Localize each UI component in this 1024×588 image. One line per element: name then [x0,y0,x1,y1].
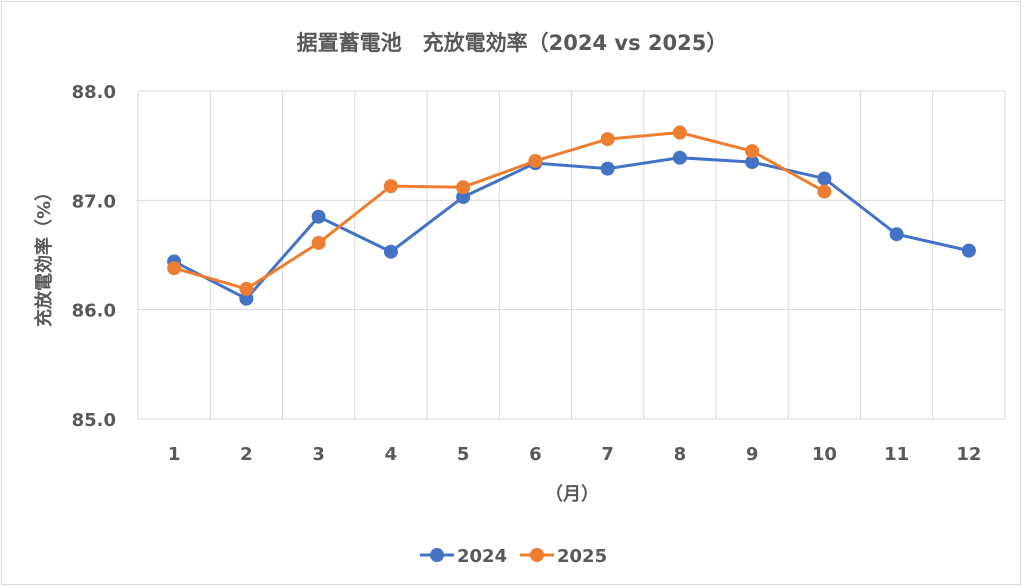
series-group [167,125,976,306]
legend-item-2024: 2024 [420,546,507,567]
x-tick-label: 7 [601,444,614,465]
series-2025 [167,125,832,296]
data-point [311,235,326,250]
data-point [456,190,471,205]
legend-label: 2024 [457,546,507,567]
y-tick-label: 85.0 [72,410,116,431]
gridlines [137,90,1006,420]
x-tick-label: 10 [812,444,837,465]
chart-title: 据置蓄電池 充放電効率（2024 vs 2025） [297,31,728,55]
x-tick-label: 2 [240,444,253,465]
legend-marker [430,548,444,562]
legend-label: 2025 [557,546,607,567]
x-axis-label: （月） [545,484,599,505]
data-point [745,155,760,170]
data-point [961,243,976,258]
data-point [456,180,471,195]
y-tick-label: 86.0 [72,301,116,322]
data-point [600,161,615,176]
legend-marker [530,548,544,562]
y-tick-label: 88.0 [72,82,116,103]
x-tick-label: 9 [746,444,759,465]
x-tick-label: 3 [312,444,325,465]
y-tick-label: 87.0 [72,191,116,212]
x-tick-label: 8 [674,444,687,465]
legend: 2024 2025 [420,546,607,567]
data-point [672,125,687,140]
series-line [173,131,826,291]
data-point [239,281,254,296]
legend-item-2025: 2025 [520,546,607,567]
data-point [745,144,760,159]
x-tick-label: 1 [168,444,181,465]
data-point [817,184,832,199]
data-point [239,291,254,306]
data-point [167,261,182,276]
y-tick-labels: 85.0 86.0 87.0 88.0 [72,82,116,431]
x-tick-label: 12 [956,444,981,465]
x-tick-label: 5 [457,444,470,465]
data-point [528,153,543,168]
data-point [383,244,398,259]
data-point [672,150,687,165]
data-point [889,227,904,242]
series-line [173,156,970,301]
x-tick-label: 4 [385,444,398,465]
x-tick-label: 6 [529,444,542,465]
x-tick-labels: 1 2 3 4 5 6 7 8 9 10 11 12 [168,444,982,465]
data-point [311,209,326,224]
y-axis-label: 充放電効率（%） [33,183,55,327]
data-point [817,171,832,186]
x-tick-label: 11 [884,444,909,465]
data-point [600,132,615,147]
data-point [383,179,398,194]
